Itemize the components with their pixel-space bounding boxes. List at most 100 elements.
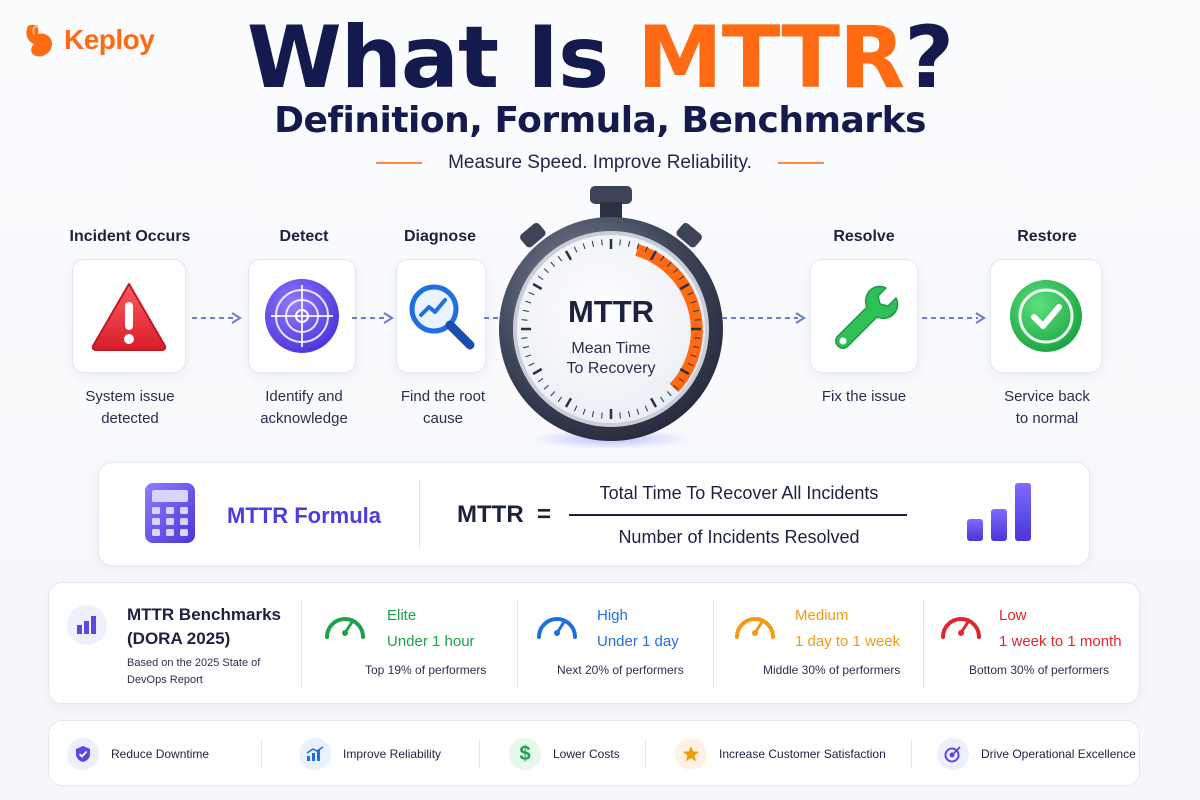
benchmarks-note-line: DevOps Report [127,674,203,686]
stopwatch-tick [582,408,586,415]
stopwatch-tick [525,300,532,304]
tier-medium: Medium 1 day to 1 week Middle 30% of per… [721,583,921,705]
gauge-icon [735,617,775,639]
fraction-bar [569,514,907,516]
title-suffix: ? [904,8,954,108]
step-card-incident[interactable] [72,259,186,373]
benchmarks-panel: MTTR Benchmarks (DORA 2025) Based on the… [48,582,1140,704]
stopwatch-tick [550,391,556,397]
check-circle-icon [1010,280,1082,352]
stopwatch-tick [690,354,697,358]
step-desc-restore: Service back to normal [980,386,1114,430]
step-label-restore: Restore [1017,228,1077,245]
step-desc-detect: Identify and acknowledge [234,386,374,430]
stopwatch-tick [679,282,690,291]
calculator-icon [145,483,195,543]
flow-arrow [722,312,806,324]
tier-name: Medium [795,607,849,624]
stopwatch-icon [499,186,723,449]
step-desc-line: to normal [1015,410,1079,427]
stopwatch-tick [644,246,649,253]
step-card-resolve[interactable] [810,259,918,373]
stopwatch-tick [666,391,672,397]
stopwatch-tick [601,239,603,246]
tier-low: Low 1 week to 1 month Bottom 30% of perf… [931,583,1139,705]
formula-numerator: Total Time To Recover All Incidents [599,483,879,503]
divider [261,739,262,769]
wrench-icon [835,285,899,349]
divider [517,599,518,689]
step-desc-line: cause [422,410,464,427]
step-desc-diagnose: Find the root cause [380,386,506,430]
tagline-row: Measure Speed. Improve Reliability. [0,152,1200,174]
step-desc-line: System issue [85,388,175,405]
stopwatch-tick [673,268,679,274]
flow-arrow [192,312,242,324]
brand-name: Keploy [64,24,155,55]
divider [419,481,420,549]
stopwatch-tick [522,345,529,349]
stopwatch-tick [693,345,700,349]
benchmarks-title-line: MTTR Benchmarks [127,605,281,624]
shield-icon [67,738,99,770]
benchmarks-note: Based on the 2025 State of DevOps Report [127,655,297,689]
benchmark-chart-icon [67,605,107,645]
stopwatch-tick [601,412,603,419]
step-desc-incident: System issue detected [60,386,200,430]
gauge-icon [325,617,365,639]
step-label-resolve: Resolve [833,228,895,245]
target-arrow-icon [937,738,969,770]
brand-logo[interactable]: Keploy [22,20,155,60]
stopwatch-tick [537,275,544,281]
stopwatch-tick [532,282,543,291]
step-label-diagnose: Diagnose [403,228,476,245]
stopwatch-tick [591,411,595,418]
stopwatch-tick [619,412,621,419]
stopwatch-tick [636,243,640,250]
step-desc-line: Identify and [265,388,343,405]
step-card-restore[interactable] [990,259,1102,373]
stopwatch-tick [591,240,595,247]
tier-name: Low [999,607,1027,624]
stopwatch-subtitle: Mean Time To Recovery [496,339,726,379]
stopwatch-tick [543,384,549,390]
benefit-reduce-downtime: Reduce Downtime [67,737,209,771]
page-subtitle: Definition, Formula, Benchmarks [274,100,926,141]
step-desc-line: Service back [1004,388,1090,405]
step-card-diagnose[interactable] [396,259,486,373]
formula-denominator: Number of Incidents Resolved [618,527,860,547]
stopwatch-title: MTTR [567,294,655,329]
stopwatch-tick [690,300,697,304]
tier-performers: Bottom 30% of performers [969,663,1110,677]
stopwatch-tick [636,408,640,415]
formula-panel: MTTR Formula MTTR = Total Time To Recove… [98,462,1090,566]
benefit-label: Lower Costs [553,747,620,761]
title-prefix: What Is [246,8,638,108]
formula-lhs: MTTR = [457,501,551,528]
formula-title: MTTR Formula [227,503,381,528]
flow-arrow [922,312,986,324]
step-card-detect[interactable] [248,259,356,373]
stopwatch-tick [582,243,586,250]
tier-range: 1 week to 1 month [999,633,1122,650]
step-label-detect: Detect [279,228,329,245]
divider [645,739,646,769]
tier-performers: Middle 30% of performers [763,663,901,677]
divider [479,739,480,769]
stopwatch-tick [537,377,544,383]
stopwatch-tick [619,239,621,246]
divider [911,739,912,769]
stopwatch-tick [659,255,665,262]
stopwatch-tick [678,377,685,383]
tier-range: Under 1 day [597,633,679,650]
stopwatch-tick [694,319,701,321]
tagline-right-rule [777,162,824,164]
star-icon [675,738,707,770]
stopwatch-tick [573,246,578,253]
step-desc-line: acknowledge [260,410,348,427]
tier-high: High Under 1 day Next 20% of performers [525,583,713,705]
stopwatch-tick [666,261,672,267]
stopwatch-tick [649,397,658,408]
tier-name: Elite [387,607,417,624]
gauge-icon [537,617,577,639]
